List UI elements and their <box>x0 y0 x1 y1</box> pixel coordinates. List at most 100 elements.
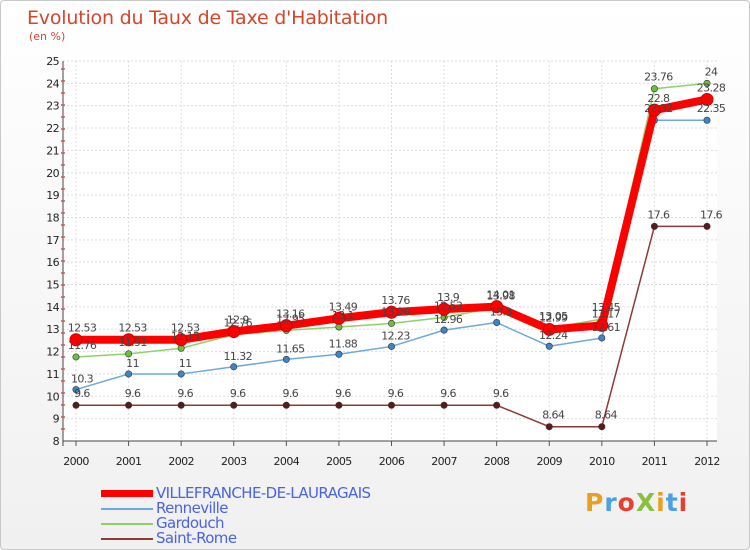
data-label: 11.91 <box>118 336 147 349</box>
x-tick-label: 2005 <box>326 455 352 468</box>
data-label: 12.53 <box>68 322 97 335</box>
data-label: 13.45 <box>592 301 621 314</box>
x-tick-label: 2003 <box>221 455 247 468</box>
data-label: 17.6 <box>647 208 670 221</box>
x-tick-label: 2010 <box>589 455 615 468</box>
data-label: 9.6 <box>74 387 90 400</box>
data-label: 12.99 <box>539 311 568 324</box>
legend-label: Renneville <box>156 499 228 517</box>
series-point <box>385 305 398 319</box>
logo-letter: X <box>635 488 657 517</box>
y-tick-label: 18 <box>46 211 59 224</box>
data-label: 12.24 <box>539 329 568 342</box>
series-point <box>227 324 241 338</box>
legend-swatch <box>101 523 153 525</box>
data-label: 13.49 <box>329 300 358 313</box>
data-label: 11.76 <box>68 339 97 352</box>
data-labels: 12.53 12.53 12.53 12.9 13.16 13.49 13.76 13.9 14… <box>68 65 727 422</box>
series-point <box>647 103 661 117</box>
data-label: 13.9 <box>437 291 460 304</box>
y-tick-label: 21 <box>46 144 59 157</box>
data-label: 13.3 <box>490 306 513 319</box>
series-point <box>125 370 133 378</box>
data-label: 9.6 <box>125 387 141 400</box>
data-label: 8.64 <box>595 409 618 422</box>
series-point <box>598 423 606 431</box>
series-point <box>335 350 343 358</box>
y-tick-label: 25 <box>46 55 59 68</box>
x-tick-label: 2002 <box>168 455 194 468</box>
data-label: 13.16 <box>276 308 305 321</box>
y-tick-label: 16 <box>46 256 59 269</box>
series-layer <box>69 79 714 431</box>
logo-letter: o <box>617 488 636 517</box>
series-point <box>125 350 133 358</box>
y-tick-label: 22 <box>46 122 59 135</box>
series-point <box>493 401 501 409</box>
series-point <box>282 355 290 363</box>
x-tick-label: 2009 <box>536 455 562 468</box>
legend-label: Saint-Rome <box>156 529 237 547</box>
data-label: 12.53 <box>171 322 200 335</box>
series-point <box>69 333 83 347</box>
data-label: 9.6 <box>440 387 456 400</box>
y-tick-label: 15 <box>46 279 59 292</box>
data-label: 23.76 <box>644 71 673 84</box>
x-tick-label: 2007 <box>431 455 457 468</box>
series-point <box>542 322 556 336</box>
y-tick-label: 12 <box>46 346 59 359</box>
data-label: 12.76 <box>224 317 253 330</box>
legend-label: Gardouch <box>156 514 224 532</box>
data-label: 12.23 <box>381 329 410 342</box>
series-point <box>700 92 714 106</box>
y-tick-label: 14 <box>46 301 59 314</box>
series-point <box>703 222 711 230</box>
data-label: 22.35 <box>697 102 726 115</box>
data-label: 12.9 <box>227 313 250 326</box>
series-point <box>230 401 238 409</box>
data-label: 11.88 <box>329 337 358 350</box>
legend-label: VILLEFRANCHE-DE-LAURAGAIS <box>156 484 371 502</box>
data-label: 12.53 <box>434 299 463 312</box>
y-tick-label: 13 <box>46 323 59 336</box>
data-label: 13.1 <box>332 309 354 322</box>
series-point <box>72 386 80 394</box>
series-point <box>703 116 711 124</box>
proxiti-logo: ProXiti <box>585 488 688 517</box>
data-label: 9.6 <box>177 387 193 400</box>
data-label: 10.3 <box>71 373 94 386</box>
series-point <box>177 370 185 378</box>
series-point <box>703 79 711 87</box>
data-label: 22.8 <box>647 92 670 105</box>
chart-unit: (en %) <box>29 30 66 43</box>
y-tick-label: 11 <box>46 368 59 381</box>
series-point <box>493 319 501 327</box>
logo-letter: i <box>656 488 666 517</box>
y-tick-label: 17 <box>46 234 59 247</box>
series-point <box>440 326 448 334</box>
data-label: 22.32 <box>644 102 673 115</box>
y-tick-label: 8 <box>53 435 60 448</box>
data-label: 13.26 <box>381 305 410 318</box>
series-point <box>282 401 290 409</box>
series-point <box>230 363 238 371</box>
logo-letter: t <box>665 488 679 517</box>
logo-letter: i <box>678 488 689 517</box>
axes: 8 9 10 11 12 13 14 15 16 17 18 19 20 21 22 23 24 25 2000 20… <box>46 55 720 468</box>
data-label: 9.6 <box>335 387 351 400</box>
x-tick-label: 2000 <box>63 455 89 468</box>
data-label: 23.28 <box>697 81 726 94</box>
series-point <box>125 401 133 409</box>
y-tick-label: 19 <box>46 189 59 202</box>
series-point <box>490 300 504 314</box>
data-label: 13.76 <box>381 294 410 307</box>
data-label: 12.96 <box>434 313 463 326</box>
data-label: 12.53 <box>118 322 147 335</box>
data-label: 11.32 <box>224 350 253 363</box>
series-point <box>387 342 395 350</box>
series-point <box>595 318 609 332</box>
logo-letter: r <box>604 488 618 517</box>
chart-title: Evolution du Taux de Taxe d'Habitation <box>27 7 388 29</box>
data-label: 8.64 <box>542 409 565 422</box>
